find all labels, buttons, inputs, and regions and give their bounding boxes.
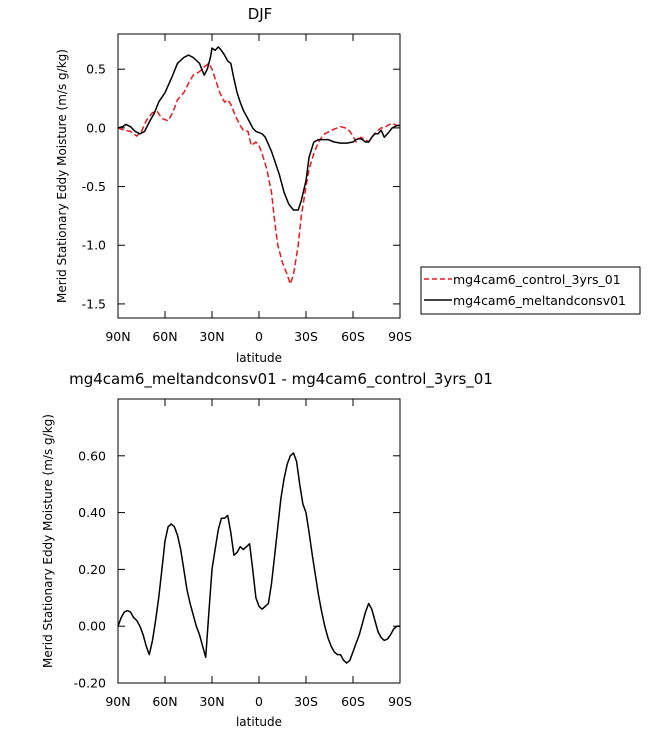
bottom-x-tick-label: 90S bbox=[388, 694, 412, 709]
bottom-chart-title: mg4cam6_meltandconsv01 - mg4cam6_control… bbox=[69, 370, 493, 389]
bottom-x-tick-label: 60N bbox=[152, 694, 177, 709]
top-y-tick-label: -0.5 bbox=[82, 179, 106, 194]
bottom-x-axis-label: latitude bbox=[236, 715, 282, 729]
top-chart: DJF 90N 60N 30N 0 30S 60S 90S 0.5 0.0 -0.5 -1.0 -1… bbox=[55, 5, 641, 365]
top-x-tick-label: 60N bbox=[152, 329, 177, 344]
top-x-tick-label: 60S bbox=[341, 329, 365, 344]
top-series bbox=[117, 46, 400, 285]
top-x-ticks: 90N 60N 30N 0 30S 60S 90S bbox=[105, 34, 412, 344]
top-x-tick-label: 90S bbox=[388, 329, 412, 344]
legend-box bbox=[420, 266, 641, 315]
top-series-line-mg4cam6-meltandconsv01 bbox=[117, 46, 400, 211]
bottom-x-ticks: 90N 60N 30N 0 30S 60S 90S bbox=[105, 399, 412, 709]
bottom-series bbox=[117, 452, 400, 664]
top-y-tick-label: 0.5 bbox=[86, 62, 106, 77]
bottom-x-tick-label: 90N bbox=[105, 694, 130, 709]
top-series-line-mg4cam6-control-3yrs-01 bbox=[117, 62, 400, 285]
top-y-tick-label: -1.5 bbox=[82, 296, 106, 311]
top-plot-frame bbox=[117, 33, 401, 319]
bottom-series-line-difference bbox=[117, 452, 400, 664]
bottom-x-tick-label: 60S bbox=[341, 694, 365, 709]
top-x-tick-label: 30N bbox=[199, 329, 224, 344]
top-chart-title: DJF bbox=[248, 5, 273, 23]
bottom-y-tick-label: 0.20 bbox=[78, 562, 106, 577]
bottom-y-axis-label: Merid Stationary Eddy Moisture (m/s g/kg… bbox=[41, 414, 55, 668]
bottom-y-tick-label: 0.00 bbox=[78, 619, 106, 634]
top-x-tick-label: 30S bbox=[294, 329, 318, 344]
top-y-axis-label: Merid Stationary Eddy Moisture (m/s g/kg… bbox=[55, 49, 69, 303]
legend: mg4cam6_control_3yrs_01 mg4cam6_meltandc… bbox=[420, 266, 641, 315]
bottom-y-tick-label: 0.40 bbox=[78, 505, 106, 520]
bottom-x-tick-label: 30N bbox=[199, 694, 224, 709]
legend-label-control: mg4cam6_control_3yrs_01 bbox=[453, 272, 621, 287]
bottom-x-tick-label: 30S bbox=[294, 694, 318, 709]
bottom-x-tick-label: 0 bbox=[255, 694, 263, 709]
top-y-tick-label: 0.0 bbox=[86, 120, 106, 135]
bottom-y-tick-label: -0.20 bbox=[74, 676, 106, 691]
legend-label-meltandconsv: mg4cam6_meltandconsv01 bbox=[453, 293, 626, 308]
bottom-chart: mg4cam6_meltandconsv01 - mg4cam6_control… bbox=[41, 370, 493, 729]
bottom-y-tick-label: 0.60 bbox=[78, 448, 106, 463]
top-y-tick-label: -1.0 bbox=[82, 238, 106, 253]
top-y-ticks: 0.5 0.0 -0.5 -1.0 -1.5 bbox=[82, 62, 400, 311]
bottom-y-ticks: 0.60 0.40 0.20 0.00 -0.20 bbox=[74, 448, 400, 691]
top-x-tick-label: 0 bbox=[255, 329, 263, 344]
top-x-tick-label: 90N bbox=[105, 329, 130, 344]
top-x-axis-label: latitude bbox=[236, 351, 282, 365]
